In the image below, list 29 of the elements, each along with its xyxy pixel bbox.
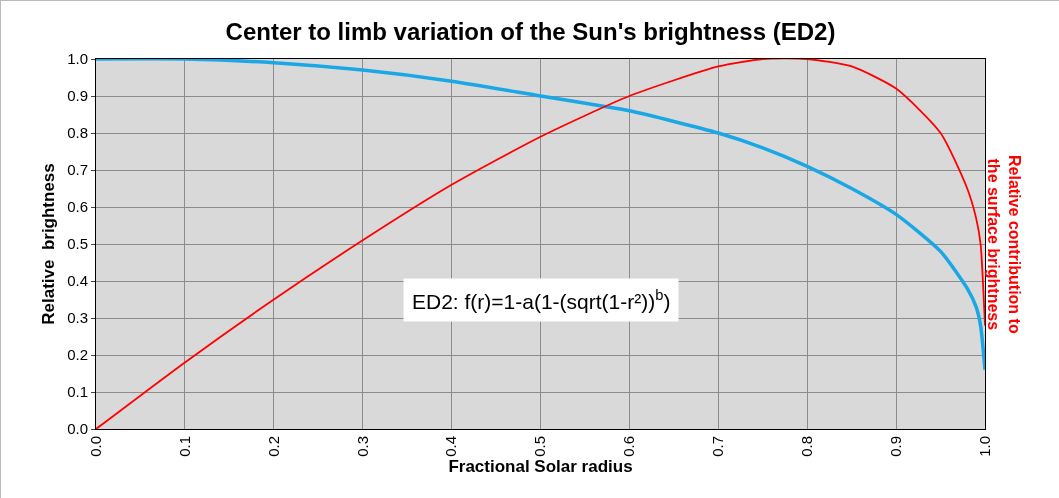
y2-axis-title: Relative contribution to the surface brightness — [985, 154, 1024, 334]
y-axis-title: Relative brightness — [38, 163, 58, 325]
line-series — [96, 59, 985, 372]
y-tick-label: 0.0 — [67, 420, 88, 438]
x-tick-label: 0.5 — [531, 436, 549, 457]
y-tick-label: 0.7 — [67, 161, 88, 179]
y-tick-label: 0.4 — [67, 272, 88, 290]
y-tick-label: 0.9 — [67, 87, 88, 105]
x-axis-title: Fractional Solar radius — [448, 457, 633, 477]
y-tick-label: 0.5 — [67, 235, 88, 253]
x-tick-label: 0.0 — [86, 436, 104, 457]
x-tick-label: 0.2 — [264, 436, 282, 457]
line-series — [96, 59, 985, 429]
annotation: ED2: f(r)=1-a(1-(sqrt(1-r²))$^{b}$) — [412, 287, 671, 313]
y-tick-label: 0.8 — [67, 124, 88, 142]
y-tick-label: 0.2 — [67, 346, 88, 364]
x-tick-label: 0.4 — [442, 436, 460, 457]
x-tick-label: 0.6 — [620, 436, 638, 457]
y-tick-label: 1.0 — [67, 50, 88, 68]
y-tick-label: 0.3 — [67, 309, 88, 327]
chart-title: Center to limb variation of the Sun's brightness (ED2) — [225, 18, 836, 46]
x-tick-label: 0.9 — [886, 436, 904, 457]
x-tick-label: 1.0 — [975, 436, 993, 457]
x-tick-label: 0.1 — [175, 436, 193, 457]
x-tick-label: 0.3 — [353, 436, 371, 457]
x-tick-label: 0.8 — [798, 436, 816, 457]
y-tick-label: 0.6 — [67, 198, 88, 216]
y-tick-label: 0.1 — [67, 383, 88, 401]
x-tick-label: 0.7 — [709, 436, 727, 457]
